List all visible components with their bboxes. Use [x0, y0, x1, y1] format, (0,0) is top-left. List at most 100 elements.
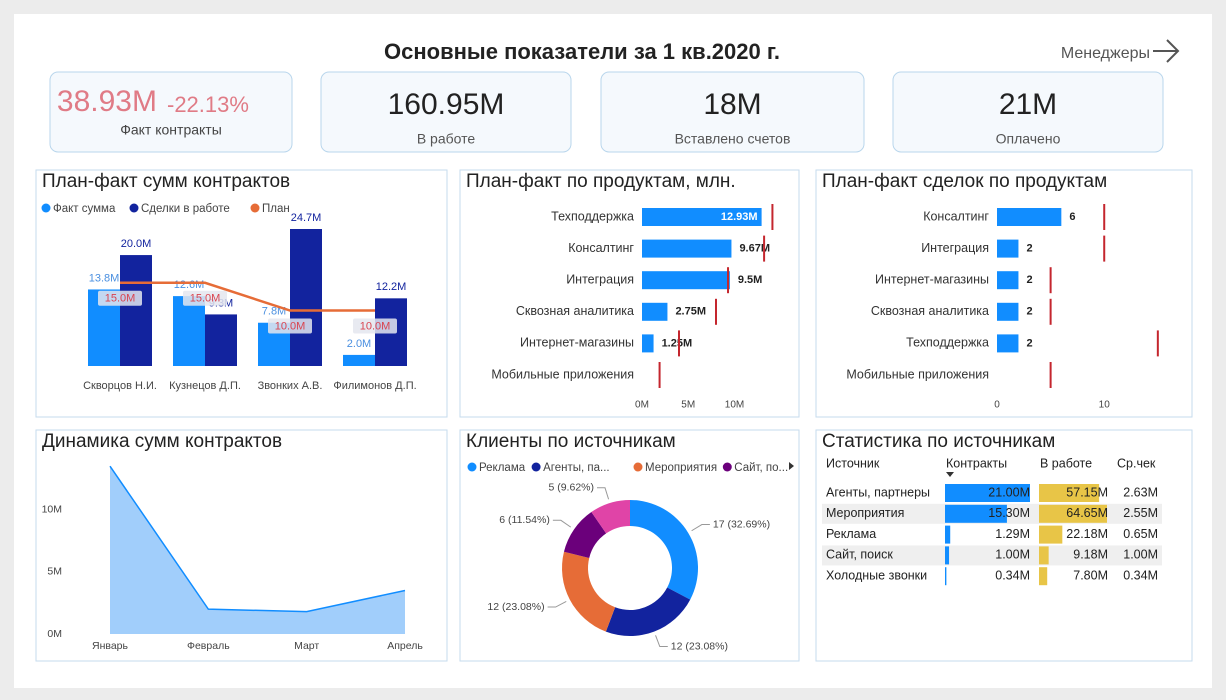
legend-label: Мероприятия — [645, 462, 717, 474]
data-bar — [1039, 504, 1107, 523]
leader-line — [597, 487, 610, 500]
x-tick-label: 0M — [635, 400, 649, 411]
value-label: 6 — [1069, 211, 1075, 223]
kpi-label: В работе — [417, 131, 476, 147]
y-tick-label: 10M — [42, 503, 62, 515]
y-tick-label: Техподдержка — [551, 209, 634, 223]
legend-label: План — [262, 203, 290, 215]
column-header: Ср.чек — [1117, 456, 1156, 470]
slice-label: 12 (23.08%) — [671, 640, 728, 652]
panel-title: План-факт сделок по продуктам — [822, 171, 1107, 192]
x-tick-label: Апрель — [387, 640, 423, 652]
row-band — [822, 545, 1162, 566]
x-tick-label: 0 — [994, 400, 1000, 411]
value-label: 12.93M — [721, 211, 758, 223]
legend-dot — [41, 203, 51, 213]
data-bar — [1039, 484, 1100, 502]
legend-dot — [250, 203, 260, 213]
kpi-card — [320, 71, 572, 153]
bar — [290, 229, 322, 366]
kpi-value: 38.93M — [57, 85, 157, 118]
bar — [642, 302, 668, 321]
data-bar — [1039, 525, 1063, 544]
cell-value: 1.00M — [995, 548, 1030, 562]
bar — [120, 255, 152, 366]
y-tick-label: Интеграция — [921, 241, 989, 255]
slice-label: 5 (9.62%) — [548, 482, 594, 494]
cell-value: 64.65M — [1066, 506, 1108, 520]
x-tick-label: Скворцов Н.И. — [83, 380, 157, 392]
y-tick-label: 5M — [47, 566, 62, 578]
plan-label: 15.0M — [190, 293, 221, 305]
y-tick-label: Сквозная аналитика — [871, 304, 989, 318]
value-label: 9.67M — [739, 243, 770, 255]
kpi-label: Вставлено счетов — [675, 131, 791, 147]
cell-value: 0.34M — [995, 568, 1030, 582]
value-label: 13.8M — [89, 272, 120, 284]
x-tick-label: Февраль — [187, 640, 230, 652]
y-tick-label: Интернет-магазины — [875, 272, 989, 286]
x-tick-label: 10M — [725, 400, 744, 411]
bar — [997, 208, 1062, 226]
cell-value: 7.80M — [1073, 568, 1108, 582]
y-tick-label: Техподдержка — [906, 336, 989, 350]
plan-label-bg — [98, 290, 142, 306]
donut-slice — [561, 551, 616, 632]
row-label: Мероприятия — [826, 506, 904, 520]
column-header: Контракты — [946, 456, 1007, 470]
y-tick-label: Сквозная аналитика — [516, 304, 634, 318]
bar — [997, 302, 1019, 321]
leader-line — [691, 524, 710, 532]
slice-label: 6 (11.54%) — [499, 514, 550, 526]
legend-dot — [722, 462, 732, 472]
kpi-card — [49, 71, 293, 153]
x-tick-label: Январь — [92, 640, 129, 652]
row-label: Холодные звонки — [826, 568, 927, 582]
y-tick-label: Консалтинг — [568, 241, 634, 255]
legend-label: Факт сумма — [53, 203, 116, 215]
value-label: 12.2M — [376, 281, 407, 293]
legend-scroll — [789, 462, 794, 470]
data-bar — [945, 546, 950, 565]
cell-value: 9.18M — [1073, 548, 1108, 562]
value-label: 2.75M — [675, 306, 706, 318]
legend-label: Сайт, по... — [734, 462, 788, 474]
legend-label: Агенты, па... — [543, 462, 610, 474]
plan-label-bg — [183, 290, 227, 306]
bar — [642, 334, 654, 353]
cell-value: 22.18M — [1066, 527, 1108, 541]
plan-line — [120, 281, 375, 312]
donut-slice — [605, 587, 691, 636]
value-label: 1.25M — [662, 337, 693, 349]
data-bar — [1039, 546, 1049, 565]
cell-value: 15.30M — [988, 506, 1030, 520]
sort-indicator — [946, 472, 954, 477]
value-label: 2 — [1026, 274, 1032, 286]
y-tick-label: Мобильные приложения — [491, 367, 634, 381]
legend-label: Сделки в работе — [141, 203, 230, 215]
panel-title: Статистика по источникам — [822, 431, 1055, 452]
legend-dot — [467, 462, 477, 472]
bar — [997, 271, 1019, 290]
arrow-icon[interactable] — [1153, 39, 1180, 63]
panel-title: План-факт сумм контрактов — [42, 171, 290, 192]
plan-label-bg — [268, 318, 312, 334]
leader-line — [552, 519, 572, 528]
area — [110, 466, 405, 634]
kpi-card — [600, 71, 865, 153]
cell-value: 1.00M — [1123, 548, 1158, 562]
y-tick-label: 0M — [47, 628, 62, 640]
x-tick-label: Кузнецов Д.П. — [169, 380, 241, 392]
kpi-label: Факт контракты — [120, 122, 222, 138]
slice-label: 12 (23.08%) — [487, 601, 544, 613]
bar — [642, 271, 730, 290]
bar — [205, 314, 237, 366]
cell-value: 0.65M — [1123, 527, 1158, 541]
page-title: Основные показатели за 1 кв.2020 г. — [384, 39, 780, 64]
cell-value: 21.00M — [988, 485, 1030, 499]
kpi-value: 160.95M — [388, 88, 505, 121]
managers-link[interactable]: Менеджеры — [1061, 45, 1150, 62]
plan-label: 15.0M — [105, 293, 136, 305]
plan-label: 10.0M — [360, 320, 391, 332]
